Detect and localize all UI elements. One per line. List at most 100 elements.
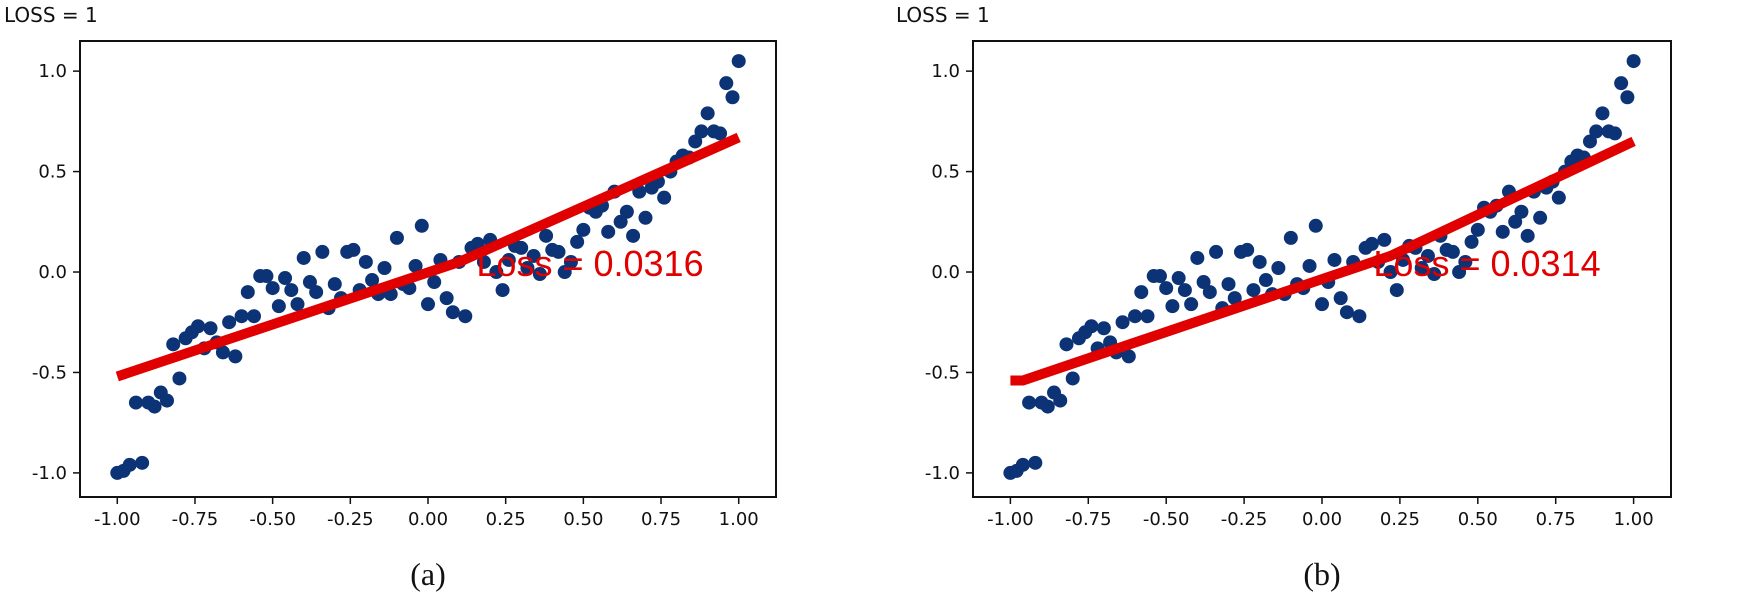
panel-a-data-point bbox=[191, 319, 206, 334]
panel-a-data-point bbox=[128, 395, 143, 410]
panel-b-ytick-label: 0.5 bbox=[931, 162, 960, 183]
panel-a-data-point bbox=[203, 321, 218, 336]
panel-b-xtick-label: 0.00 bbox=[1302, 509, 1342, 530]
panel-a-data-point bbox=[215, 345, 230, 360]
panel-a-data-point bbox=[408, 258, 423, 273]
panel-b-xtick-label: 0.25 bbox=[1380, 509, 1420, 530]
panel-a-ytick-label: -1.0 bbox=[32, 463, 67, 484]
panel-a-ytick-label: -0.5 bbox=[32, 362, 67, 383]
panel-a-ytick-label: 0.0 bbox=[38, 262, 67, 283]
panel-b-data-point bbox=[1520, 228, 1535, 243]
panel-a-data-point bbox=[172, 371, 187, 386]
panel-a-xtick-label: -0.25 bbox=[327, 509, 374, 530]
panel-a-data-point bbox=[240, 285, 255, 300]
panel-b-ytick-label: 1.0 bbox=[931, 61, 960, 82]
panel-a-data-point bbox=[700, 106, 715, 121]
panel-b-data-point bbox=[1159, 281, 1174, 296]
panel-b-data-point bbox=[1445, 244, 1460, 259]
panel-a-data-point bbox=[725, 90, 740, 105]
panel-b-xtick-label: -0.50 bbox=[1143, 509, 1190, 530]
panel-b-data-point bbox=[1015, 457, 1030, 472]
panel-a-data-point bbox=[247, 309, 261, 324]
panel-a-data-point bbox=[458, 309, 473, 324]
panel-a-data-point bbox=[526, 248, 541, 263]
panel-a-data-point bbox=[389, 230, 404, 245]
panel-a-data-point bbox=[228, 349, 243, 364]
panel-b-data-point bbox=[1595, 106, 1610, 121]
panel-b-data-point bbox=[1258, 273, 1273, 288]
panel-b-data-point bbox=[1121, 349, 1136, 364]
panel-a-data-point bbox=[327, 277, 342, 292]
panel-b-data-point bbox=[1134, 285, 1149, 300]
panel-b-xtick-label: 1.00 bbox=[1614, 509, 1654, 530]
panel-b-data-point bbox=[1171, 271, 1186, 286]
panel-b-data-point bbox=[1165, 299, 1180, 314]
panel-a-data-point bbox=[694, 124, 709, 139]
panel-a-xtick-label: -0.75 bbox=[172, 509, 219, 530]
panel-a-header: LOSS = 1 bbox=[4, 3, 98, 27]
panel-b-data-point bbox=[1246, 283, 1261, 298]
panel-a: LOSS = 1 -1.00 -0.75 -0.50 -0.25 0.00 0.25 0.5… bbox=[4, 3, 777, 592]
panel-a-data-point bbox=[265, 281, 280, 296]
panel-b-data-point bbox=[1196, 275, 1211, 290]
panel-a-xtick-label: -1.00 bbox=[94, 509, 141, 530]
panel-b-data-point bbox=[1364, 236, 1379, 251]
panel-b-data-point bbox=[1190, 250, 1205, 265]
panel-b-data-point bbox=[1333, 291, 1348, 306]
panel-a-xtick-label: 0.25 bbox=[486, 509, 526, 530]
panel-a-ytick-label: 0.5 bbox=[38, 162, 67, 183]
panel-a-data-point bbox=[315, 244, 330, 259]
panel-b-xtick-label: 0.50 bbox=[1458, 509, 1498, 530]
panel-a-data-point bbox=[427, 275, 442, 290]
panel-b-data-point bbox=[1177, 283, 1192, 298]
panel-a-data-point bbox=[713, 126, 728, 141]
panel-b-data-point bbox=[1040, 399, 1055, 414]
panel-b-data-point bbox=[1420, 248, 1435, 263]
panel-a-data-point bbox=[563, 254, 578, 269]
panel-b-data-point bbox=[1352, 309, 1367, 324]
panel-a-data-point bbox=[346, 242, 361, 257]
panel-a-xtick-label: 0.50 bbox=[563, 509, 603, 530]
panel-b-data-point bbox=[1533, 210, 1548, 225]
panel-a-axes-frame bbox=[79, 40, 777, 498]
panel-b-data-point bbox=[1589, 124, 1604, 139]
panel-b-data-point bbox=[1221, 277, 1236, 292]
panel-b-data-point bbox=[1614, 76, 1629, 91]
panel-a-data-point bbox=[377, 260, 392, 275]
panel-b-ytick-label: 0.0 bbox=[931, 262, 960, 283]
panel-b-data-point bbox=[1495, 224, 1510, 239]
panel-a-data-point bbox=[532, 267, 547, 282]
panel-a-data-point bbox=[365, 273, 380, 288]
panel-b-xtick-label: -0.25 bbox=[1221, 509, 1268, 530]
panel-a-data-point bbox=[278, 271, 293, 286]
panel-a-data-point bbox=[414, 218, 429, 233]
panel-b-data-point bbox=[1470, 222, 1485, 237]
panel-a-data-point bbox=[259, 269, 274, 284]
panel-b-data-point bbox=[1059, 337, 1074, 352]
panel-a-data-point bbox=[688, 134, 703, 149]
panel-b-data-point bbox=[1302, 258, 1317, 273]
panel-a-data-point bbox=[731, 54, 746, 69]
panel-b-data-point bbox=[1626, 54, 1641, 69]
panel-b-data-point bbox=[1551, 190, 1566, 205]
panel-b-data-point bbox=[1053, 393, 1068, 408]
panel-b-data-point bbox=[1389, 283, 1404, 298]
panel-b-data-point bbox=[1308, 218, 1323, 233]
panel-b-data-point bbox=[1377, 232, 1392, 247]
panel-b-data-point bbox=[1514, 204, 1529, 219]
panel-b-caption: (b) bbox=[1303, 556, 1340, 592]
panel-a-xtick-label: 1.00 bbox=[719, 509, 759, 530]
panel-a-data-point bbox=[439, 291, 454, 306]
panel-a-xtick-label: 0.75 bbox=[641, 509, 681, 530]
panel-b-data-point bbox=[1202, 285, 1217, 300]
panel-a-data-point bbox=[421, 297, 435, 312]
panel-b-data-point bbox=[1582, 134, 1597, 149]
panel-b-axes-frame bbox=[972, 40, 1672, 498]
panel-b-plot: -1.00 -0.75 -0.50 -0.25 0.00 0.25 0.50 0.75 1.00… bbox=[925, 40, 1672, 530]
panel-a-data-point bbox=[576, 222, 591, 237]
panel-b-data-point bbox=[1383, 265, 1398, 280]
panel-a-xtick-label: -0.50 bbox=[249, 509, 296, 530]
panel-a-data-point bbox=[271, 299, 286, 314]
panel-a-data-point bbox=[613, 214, 628, 229]
